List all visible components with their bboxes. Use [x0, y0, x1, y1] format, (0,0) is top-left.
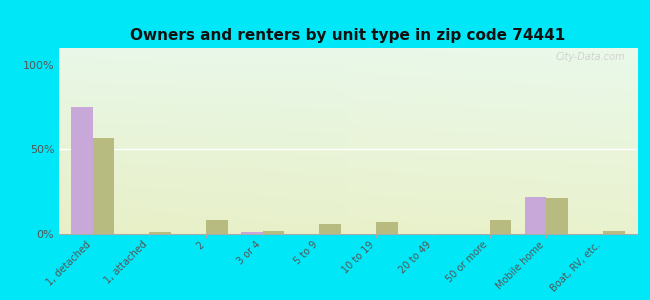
Bar: [150, 232, 171, 234]
Bar: [263, 231, 284, 234]
Bar: [603, 231, 625, 234]
Bar: [319, 224, 341, 234]
Bar: [525, 197, 546, 234]
Bar: [546, 199, 568, 234]
Bar: [376, 222, 398, 234]
Bar: [206, 220, 228, 234]
Bar: [241, 232, 263, 234]
Bar: [489, 220, 511, 234]
Text: City-Data.com: City-Data.com: [556, 52, 625, 62]
Title: Owners and renters by unit type in zip code 74441: Owners and renters by unit type in zip c…: [130, 28, 566, 43]
Bar: [71, 107, 92, 234]
Bar: [92, 138, 114, 234]
